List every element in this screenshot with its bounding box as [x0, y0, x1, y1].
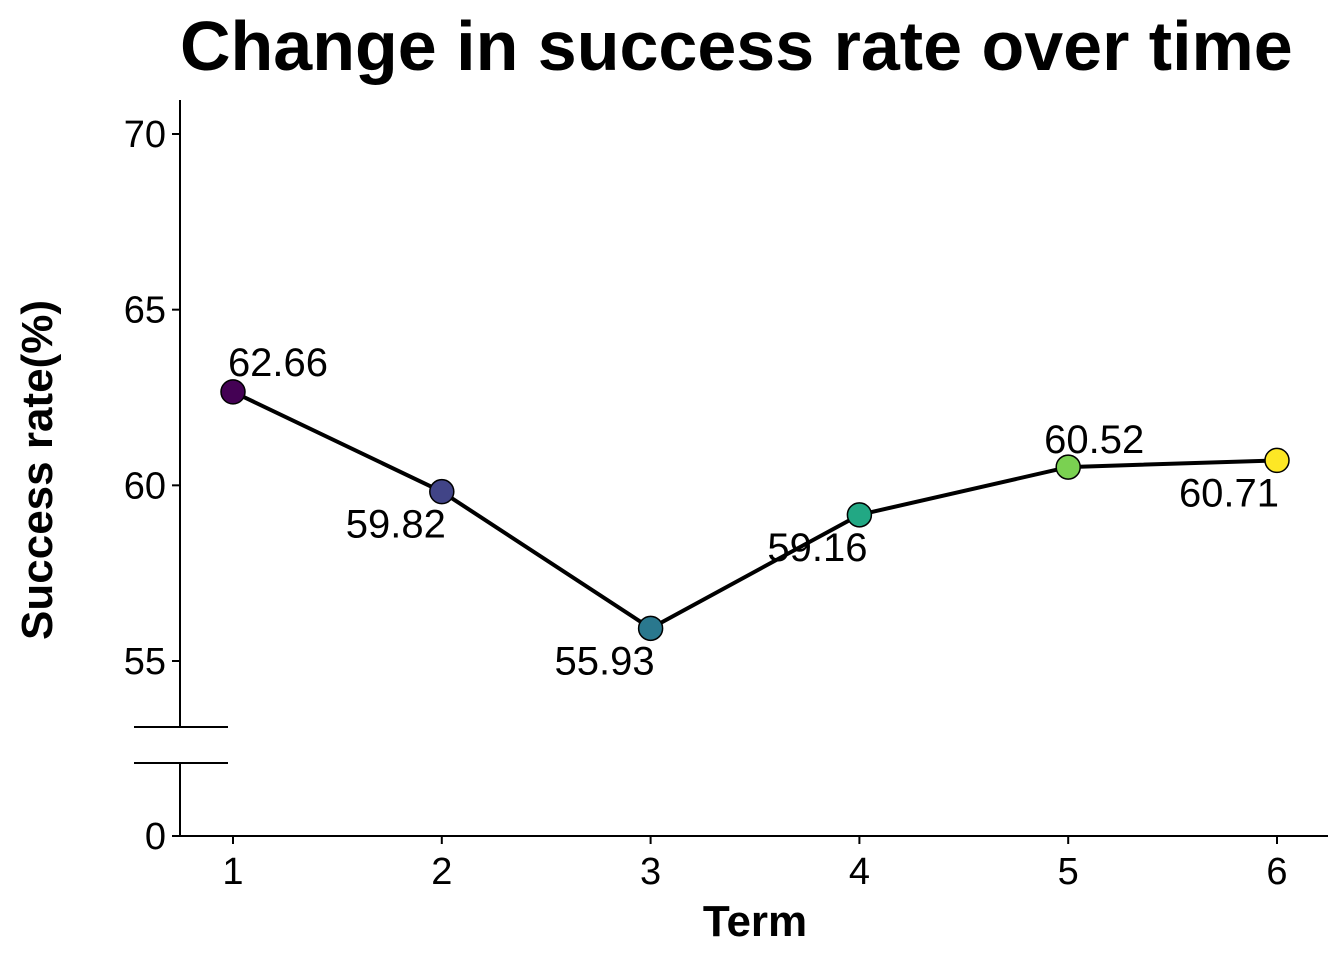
y-tick-label: 65: [124, 290, 166, 332]
y-tick-label: 70: [124, 114, 166, 156]
data-label: 62.66: [228, 341, 328, 385]
x-axis-ticks: 1 2 3 4 5 6: [222, 836, 1288, 893]
data-point: [1264, 447, 1290, 474]
data-point: [220, 379, 246, 405]
x-axis-title: Term: [703, 897, 807, 946]
y-axis-ticks: 55 60 65 70 0: [124, 114, 180, 858]
data-label: 55.93: [555, 639, 655, 683]
y-tick-label: 0: [145, 816, 166, 858]
y-axis-title: Success rate(%): [13, 300, 62, 640]
data-point: [429, 478, 455, 505]
axes: [134, 100, 1328, 837]
data-label: 60.52: [1044, 418, 1144, 462]
data-point: [846, 502, 873, 528]
data-labels: 62.66 59.82 55.93 59.16 60.52 60.71: [228, 341, 1279, 683]
series-line: [232, 390, 1278, 631]
data-point: [637, 615, 664, 642]
chart-title: Change in success rate over time: [180, 7, 1293, 85]
data-point: [1055, 454, 1081, 480]
x-tick-label: 4: [849, 851, 870, 893]
data-label: 59.82: [346, 503, 446, 547]
x-tick-label: 5: [1058, 851, 1079, 893]
data-label: 59.16: [767, 526, 867, 570]
data-points: [220, 379, 1290, 642]
x-tick-label: 3: [640, 851, 661, 893]
y-tick-label: 60: [124, 465, 166, 507]
data-label: 60.71: [1179, 471, 1279, 515]
y-tick-label: 55: [124, 641, 166, 683]
x-tick-label: 2: [431, 851, 452, 893]
x-tick-label: 1: [222, 851, 243, 893]
series-line-group: [232, 390, 1278, 631]
x-tick-label: 6: [1266, 851, 1287, 893]
